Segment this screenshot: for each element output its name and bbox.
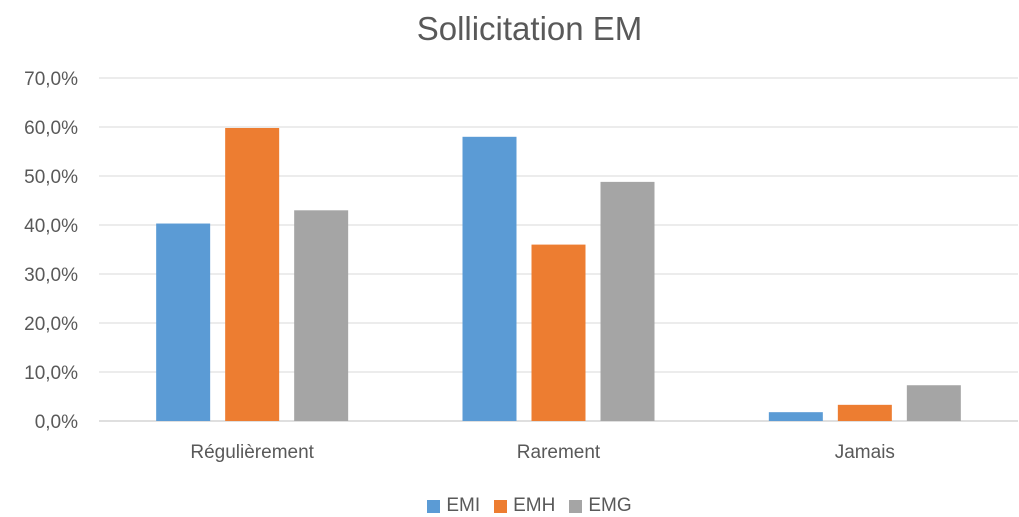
chart-title: Sollicitation EM <box>416 10 643 47</box>
chart-legend: EMI EMH EMG <box>0 495 1019 517</box>
x-axis-ticks: Régulièrement Rarement Jamais <box>190 442 895 463</box>
y-tick-label: 20,0% <box>24 314 78 335</box>
bar-emi <box>768 412 823 421</box>
legend-label: EMG <box>588 495 632 516</box>
legend-item-emi: EMI <box>427 495 480 517</box>
bars <box>156 127 961 422</box>
x-tick-label: Régulièrement <box>190 442 314 463</box>
bar-emg <box>600 181 655 421</box>
x-tick-label: Rarement <box>517 442 601 463</box>
legend-item-emg: EMG <box>569 495 632 517</box>
legend-label: EMI <box>446 495 481 516</box>
y-tick-label: 0,0% <box>35 412 78 433</box>
legend-label: EMH <box>513 495 556 516</box>
legend-item-emh: EMH <box>494 495 555 517</box>
bar-emg <box>906 385 961 421</box>
bar-emh <box>531 244 586 421</box>
bar-emh <box>837 404 892 421</box>
legend-swatch <box>494 499 508 513</box>
legend-swatch <box>427 499 441 513</box>
bar-emi <box>156 223 211 421</box>
y-tick-label: 30,0% <box>24 265 78 286</box>
y-tick-label: 10,0% <box>24 363 78 384</box>
y-tick-label: 50,0% <box>24 167 78 188</box>
bar-emg <box>294 210 349 421</box>
y-tick-label: 70,0% <box>24 69 78 90</box>
legend-swatch <box>569 499 583 513</box>
y-tick-label: 40,0% <box>24 216 78 237</box>
y-tick-label: 60,0% <box>24 118 78 139</box>
x-tick-label: Jamais <box>835 442 895 463</box>
bar-emh <box>225 127 280 421</box>
bar-emi <box>462 136 517 422</box>
y-axis-ticks: 0,0% 10,0% 20,0% 30,0% 40,0% 50,0% 60,0% 70,0% <box>24 69 78 433</box>
